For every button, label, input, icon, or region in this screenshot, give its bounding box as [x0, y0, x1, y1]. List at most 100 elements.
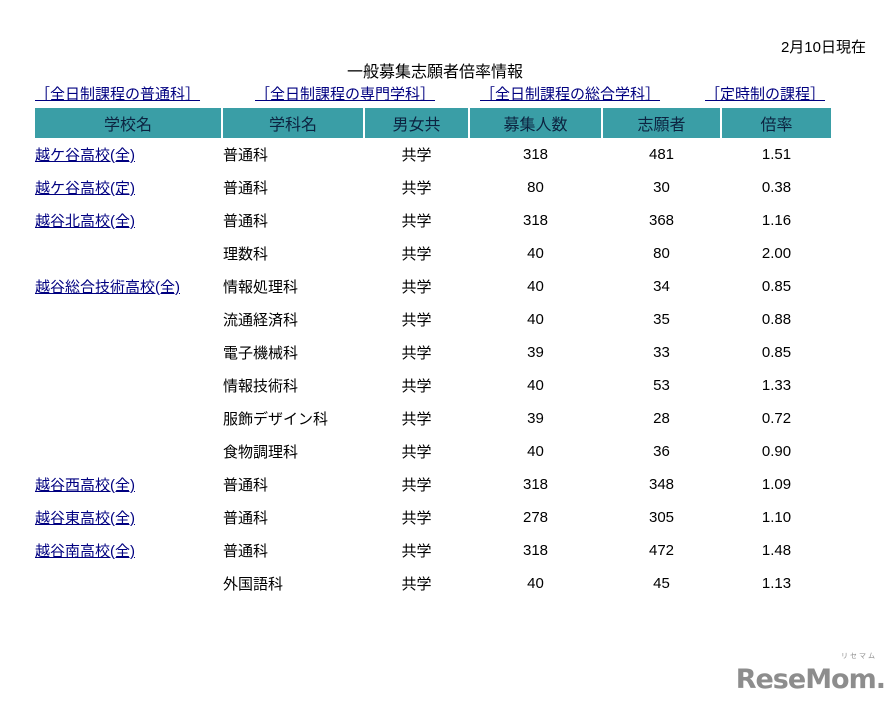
capacity-cell: 39 [527, 344, 544, 361]
coed-cell: 共学 [401, 477, 432, 494]
applicants-cell: 45 [653, 575, 670, 592]
school-cell: 越ケ谷高校(全) [35, 138, 221, 171]
capacity-cell: 40 [527, 245, 544, 262]
coed-cell: 共学 [401, 378, 432, 395]
table-row: 越谷南高校(全) 普通科 共学 318 472 1.48 [35, 534, 831, 567]
applicants-cell: 36 [653, 443, 670, 460]
coed-cell: 共学 [401, 312, 432, 329]
coed-cell: 共学 [401, 576, 432, 593]
school-cell [35, 369, 221, 402]
resemom-logo: リセマム ReseMom. [736, 651, 886, 693]
department-cell: 服飾デザイン科 [223, 411, 329, 428]
applicants-cell: 35 [653, 311, 670, 328]
as-of-date: 2月10日現在 [780, 39, 866, 56]
capacity-cell: 318 [522, 212, 549, 229]
capacity-cell: 318 [522, 476, 549, 493]
school-link[interactable]: 越谷北高校(全) [35, 213, 135, 230]
school-link[interactable]: 越谷南高校(全) [35, 543, 135, 560]
header-coed: 男女共 [365, 108, 468, 138]
resemom-logo-text: ReseMom. [735, 664, 886, 695]
ratio-cell: 0.90 [761, 443, 792, 460]
applicants-cell: 30 [653, 179, 670, 196]
nav-link-fulltime-specialized[interactable]: ［全日制課程の専門学科］ [255, 86, 436, 103]
table-row: 服飾デザイン科 共学 39 28 0.72 [35, 402, 831, 435]
applicants-cell: 368 [648, 212, 675, 229]
department-cell: 普通科 [223, 510, 269, 527]
department-cell: 普通科 [223, 180, 269, 197]
department-cell: 食物調理科 [223, 444, 299, 461]
department-cell: 普通科 [223, 543, 269, 560]
school-link[interactable]: 越谷西高校(全) [35, 477, 135, 494]
table-row: 越谷総合技術高校(全) 情報処理科 共学 40 34 0.85 [35, 270, 831, 303]
school-cell: 越ケ谷高校(定) [35, 171, 221, 204]
applicants-cell: 80 [653, 245, 670, 262]
coed-cell: 共学 [401, 345, 432, 362]
resemom-logo-kana: リセマム [841, 653, 877, 660]
table-row: 理数科 共学 40 80 2.00 [35, 237, 831, 270]
header-ratio: 倍率 [722, 108, 831, 138]
department-cell: 普通科 [223, 147, 269, 164]
coed-cell: 共学 [401, 213, 432, 230]
coed-cell: 共学 [401, 543, 432, 560]
coed-cell: 共学 [401, 279, 432, 296]
header-applicants: 志願者 [603, 108, 720, 138]
coed-cell: 共学 [401, 147, 432, 164]
ratio-cell: 1.33 [761, 377, 792, 394]
table-row: 食物調理科 共学 40 36 0.90 [35, 435, 831, 468]
department-cell: 外国語科 [223, 576, 284, 593]
school-link[interactable]: 越ケ谷高校(定) [35, 180, 135, 197]
ratio-cell: 2.00 [761, 245, 792, 262]
capacity-cell: 40 [527, 278, 544, 295]
school-cell [35, 303, 221, 336]
school-link[interactable]: 越谷東高校(全) [35, 510, 135, 527]
table-row: 越谷東高校(全) 普通科 共学 278 305 1.10 [35, 501, 831, 534]
school-cell: 越谷西高校(全) [35, 468, 221, 501]
capacity-cell: 318 [522, 542, 549, 559]
capacity-cell: 39 [527, 410, 544, 427]
applicants-cell: 34 [653, 278, 670, 295]
ratio-cell: 0.85 [761, 344, 792, 361]
department-cell: 理数科 [223, 246, 269, 263]
department-cell: 情報処理科 [223, 279, 299, 296]
applicants-cell: 305 [648, 509, 675, 526]
table-header-row: 学校名 学科名 男女共 募集人数 志願者 倍率 [35, 108, 831, 138]
nav-link-fulltime-integrated[interactable]: ［全日制課程の総合学科］ [480, 86, 661, 103]
school-cell [35, 402, 221, 435]
nav-link-parttime[interactable]: ［定時制の課程］ [705, 86, 826, 103]
nav-link-fulltime-general[interactable]: ［全日制課程の普通科］ [35, 86, 201, 103]
school-cell: 越谷南高校(全) [35, 534, 221, 567]
coed-cell: 共学 [401, 510, 432, 527]
coed-cell: 共学 [401, 411, 432, 428]
school-cell: 越谷東高校(全) [35, 501, 221, 534]
table-row: 電子機械科 共学 39 33 0.85 [35, 336, 831, 369]
ratio-cell: 0.72 [761, 410, 792, 427]
coed-cell: 共学 [401, 180, 432, 197]
table-row: 越谷北高校(全) 普通科 共学 318 368 1.16 [35, 204, 831, 237]
page-title: 一般募集志願者倍率情報 [346, 64, 523, 81]
school-cell [35, 336, 221, 369]
applicant-ratio-table-wrap: 学校名 学科名 男女共 募集人数 志願者 倍率 越ケ谷高校(全) 普通科 共学 … [33, 108, 833, 600]
applicants-cell: 472 [648, 542, 675, 559]
capacity-cell: 40 [527, 443, 544, 460]
course-nav-links: ［全日制課程の普通科］ ［全日制課程の専門学科］ ［全日制課程の総合学科］ ［定… [0, 83, 893, 103]
table-row: 情報技術科 共学 40 53 1.33 [35, 369, 831, 402]
school-link[interactable]: 越ケ谷高校(全) [35, 147, 135, 164]
applicant-ratio-table: 学校名 学科名 男女共 募集人数 志願者 倍率 越ケ谷高校(全) 普通科 共学 … [33, 108, 833, 600]
applicants-cell: 53 [653, 377, 670, 394]
header-department-name: 学科名 [223, 108, 363, 138]
table-row: 越谷西高校(全) 普通科 共学 318 348 1.09 [35, 468, 831, 501]
ratio-cell: 0.88 [761, 311, 792, 328]
coed-cell: 共学 [401, 246, 432, 263]
capacity-cell: 318 [522, 146, 549, 163]
department-cell: 情報技術科 [223, 378, 299, 395]
department-cell: 電子機械科 [223, 345, 299, 362]
table-row: 外国語科 共学 40 45 1.13 [35, 567, 831, 600]
header-capacity: 募集人数 [470, 108, 601, 138]
ratio-cell: 1.16 [761, 212, 792, 229]
applicants-cell: 33 [653, 344, 670, 361]
department-cell: 普通科 [223, 213, 269, 230]
ratio-cell: 1.10 [761, 509, 792, 526]
table-row: 越ケ谷高校(定) 普通科 共学 80 30 0.38 [35, 171, 831, 204]
school-link[interactable]: 越谷総合技術高校(全) [35, 279, 180, 296]
